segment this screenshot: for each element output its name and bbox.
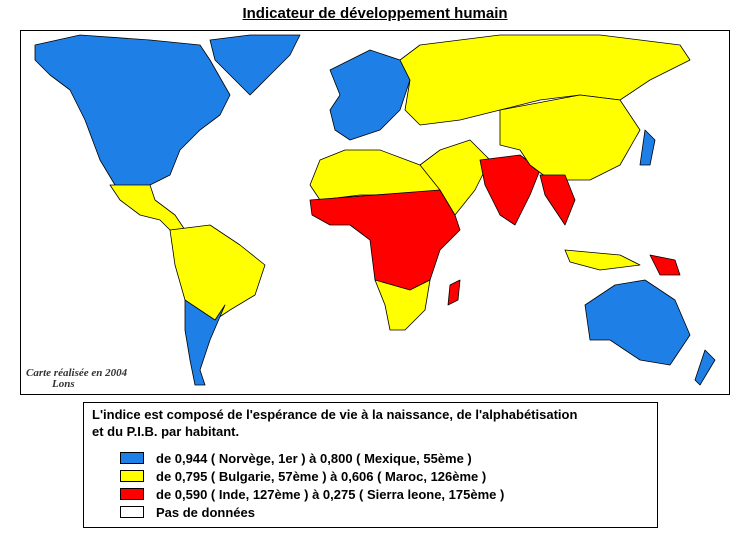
legend-item: de 0,795 ( Bulgarie, 57ème ) à 0,606 ( M…	[120, 467, 649, 485]
legend-item: de 0,944 ( Norvège, 1er ) à 0,800 ( Mexi…	[120, 449, 649, 467]
credit-line: Lons	[52, 378, 75, 390]
legend-swatch	[120, 488, 144, 500]
legend-swatch	[120, 506, 144, 518]
description-line: L'indice est composé de l'espérance de v…	[92, 407, 578, 422]
credit-line: Carte réalisée en 2004	[26, 367, 128, 379]
legend-items: de 0,944 ( Norvège, 1er ) à 0,800 ( Mexi…	[120, 449, 649, 521]
legend-label: de 0,590 ( Inde, 127ème ) à 0,275 ( Sier…	[156, 486, 505, 502]
legend-item: de 0,590 ( Inde, 127ème ) à 0,275 ( Sier…	[120, 485, 649, 503]
legend-label: Pas de données	[156, 504, 255, 520]
title: Indicateur de développement humain	[242, 5, 508, 22]
legend: L'indice est composé de l'espérance de v…	[83, 402, 658, 528]
legend-swatch	[120, 452, 144, 464]
world-map	[20, 30, 730, 395]
legend-label: de 0,795 ( Bulgarie, 57ème ) à 0,606 ( M…	[156, 468, 487, 484]
credit: Carte réalisée en 2004 Lons	[26, 368, 127, 390]
legend-swatch	[120, 470, 144, 482]
legend-description: L'indice est composé de l'espérance de v…	[92, 406, 649, 440]
description-line: et du P.I.B. par habitant.	[92, 424, 240, 439]
legend-label: de 0,944 ( Norvège, 1er ) à 0,800 ( Mexi…	[156, 450, 472, 466]
legend-item: Pas de données	[120, 503, 649, 521]
